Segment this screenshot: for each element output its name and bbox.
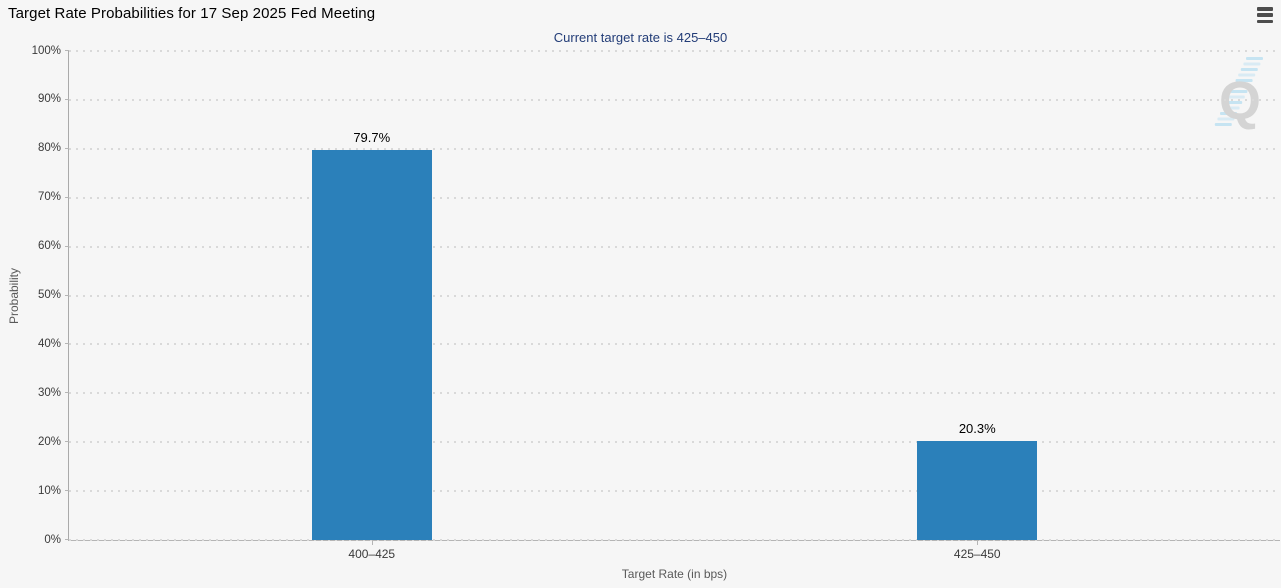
hamburger-bar (1257, 7, 1273, 11)
y-tick-mark (65, 196, 69, 198)
quikstrike-watermark-logo: Q (1214, 57, 1263, 131)
y-tick-mark (65, 392, 69, 394)
chart-subtitle: Current target rate is 425–450 (553, 30, 728, 45)
y-tick-label: 30% (37, 386, 61, 399)
x-tick-label: 425–450 (953, 547, 1001, 561)
y-tick-mark (65, 490, 69, 492)
plot-area: Q 0% 10% 20% 30% 40% 50% 60% 70% 80% 90% 100% 79.7%… (32, 45, 1281, 561)
y-tick-mark (65, 245, 69, 247)
y-tick-mark (65, 147, 69, 149)
probability-bar[interactable] (311, 150, 432, 540)
x-axis-title: Target Rate (in bps) (621, 567, 728, 581)
x-tick-mark (977, 540, 979, 545)
h-gridline (69, 50, 1280, 52)
bar-group: 20.3% 425–450 (675, 51, 1281, 561)
y-tick-label: 0% (44, 533, 61, 546)
h-gridline (69, 98, 1280, 101)
y-tick-label: 80% (37, 142, 61, 155)
y-tick-label: 60% (37, 240, 61, 253)
y-tick-mark (65, 50, 69, 51)
y-axis-title: Probability (7, 267, 21, 325)
probability-bar[interactable] (917, 440, 1038, 540)
hamburger-bar (1257, 13, 1273, 17)
h-gridline (69, 196, 1280, 199)
y-tick-mark (65, 441, 69, 443)
y-tick-label: 100% (31, 44, 61, 57)
y-tick-label: 70% (37, 191, 61, 204)
hamburger-bar (1257, 19, 1273, 23)
y-tick-label: 90% (37, 93, 61, 106)
h-gridline (69, 245, 1280, 248)
h-gridline (69, 539, 1280, 541)
watermark-letter: Q (1219, 71, 1261, 131)
y-tick-mark (65, 343, 69, 345)
h-gridline (69, 147, 1280, 150)
y-tick-mark (65, 294, 69, 296)
y-tick-label: 40% (37, 337, 61, 350)
h-gridline (69, 490, 1280, 493)
page-title: Target Rate Probabilities for 17 Sep 202… (8, 5, 376, 22)
h-gridline (69, 441, 1280, 444)
h-gridline (69, 294, 1280, 297)
y-tick-mark (65, 98, 69, 100)
y-tick-label: 50% (37, 289, 61, 301)
x-tick-mark (371, 540, 373, 545)
y-tick-label: 20% (37, 435, 61, 448)
x-tick-label: 400–425 (348, 547, 396, 561)
h-gridline (69, 392, 1280, 395)
hamburger-menu-icon[interactable] (1257, 7, 1273, 23)
y-tick-label: 10% (37, 484, 61, 497)
bar-value-label: 20.3% (958, 420, 996, 436)
y-tick-mark (65, 539, 69, 540)
bar-group: 79.7% 400–425 (69, 51, 675, 561)
h-gridline (69, 343, 1280, 346)
bar-value-label: 79.7% (353, 130, 391, 146)
